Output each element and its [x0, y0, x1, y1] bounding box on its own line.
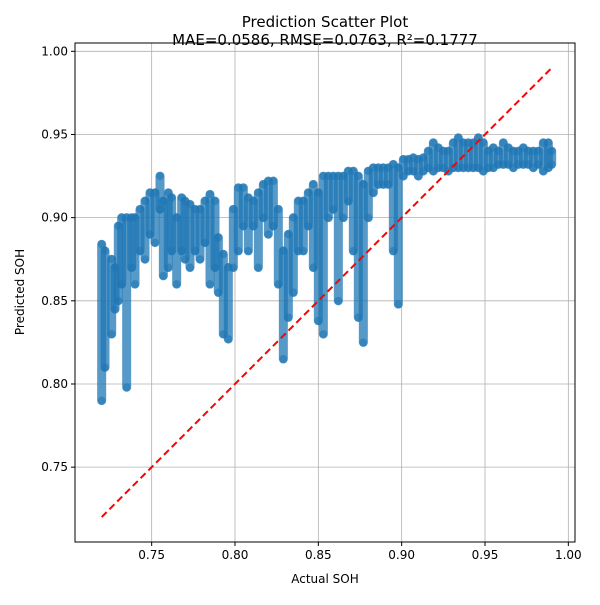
y-tick-label: 0.75 — [41, 460, 68, 474]
y-tick-label: 0.85 — [41, 294, 68, 308]
data-point — [234, 246, 243, 255]
data-point — [284, 313, 293, 322]
data-point — [214, 233, 223, 242]
data-point — [547, 160, 556, 169]
data-point — [544, 138, 553, 147]
data-point — [206, 190, 214, 199]
data-point — [279, 355, 288, 364]
y-axis-label: Predicted SOH — [13, 249, 27, 335]
data-point — [269, 177, 278, 186]
data-point — [107, 255, 116, 264]
data-point — [334, 296, 343, 305]
data-point — [339, 213, 348, 222]
y-ticks-layer: 0.75 0.80 0.85 0.90 0.95 1.00 — [41, 44, 75, 474]
points-layer — [97, 133, 557, 406]
y-tick-label: 1.00 — [41, 44, 68, 58]
data-point — [354, 172, 363, 181]
data-point — [107, 330, 116, 339]
data-point — [164, 263, 173, 272]
data-point — [319, 330, 328, 339]
data-point — [289, 288, 298, 297]
y-tick-label: 0.90 — [41, 211, 68, 225]
x-tick-label: 0.90 — [388, 548, 415, 562]
y-tick-label: 0.95 — [41, 127, 68, 141]
x-axis-label: Actual SOH — [291, 572, 359, 586]
data-point — [159, 271, 168, 280]
data-point — [141, 255, 149, 264]
data-point — [239, 183, 248, 192]
data-point — [264, 230, 273, 239]
reference-line-layer — [100, 67, 553, 518]
reference-line — [100, 67, 553, 518]
data-point — [111, 305, 119, 314]
x-tick-label: 0.80 — [222, 548, 249, 562]
data-point — [324, 213, 333, 222]
chart-subtitle: MAE=0.0586, RMSE=0.0763, R²=0.1777 — [172, 31, 478, 49]
data-point — [274, 205, 283, 214]
data-point — [97, 396, 106, 405]
plot-frame — [74, 42, 576, 543]
data-point — [114, 296, 123, 305]
data-point — [299, 246, 308, 255]
data-point — [97, 240, 106, 249]
data-point — [101, 246, 109, 255]
data-point — [479, 138, 488, 147]
data-point — [219, 250, 228, 259]
data-point — [196, 255, 204, 264]
data-point — [254, 263, 263, 272]
data-point — [186, 263, 194, 272]
x-tick-label: 1.00 — [555, 548, 582, 562]
data-point — [211, 197, 219, 206]
data-point — [229, 263, 238, 272]
y-tick-label: 0.80 — [41, 377, 68, 391]
data-point — [244, 246, 253, 255]
data-point — [151, 238, 159, 247]
x-tick-label: 0.95 — [472, 548, 499, 562]
data-point — [206, 280, 214, 289]
data-point — [309, 180, 318, 189]
data-point — [369, 188, 378, 197]
data-point — [172, 280, 181, 289]
data-point — [364, 213, 373, 222]
data-point — [167, 193, 176, 202]
chart-title: Prediction Scatter Plot — [242, 13, 409, 31]
x-ticks-layer: 0.75 0.80 0.85 0.90 0.95 1.00 — [138, 542, 582, 562]
data-point — [224, 335, 233, 344]
data-point — [394, 300, 403, 309]
x-tick-label: 0.85 — [305, 548, 332, 562]
data-point — [101, 363, 109, 372]
data-point — [359, 338, 368, 347]
x-tick-label: 0.75 — [138, 548, 165, 562]
data-point — [547, 147, 556, 156]
data-point — [122, 383, 131, 392]
data-point — [156, 172, 164, 181]
data-point — [131, 280, 139, 289]
